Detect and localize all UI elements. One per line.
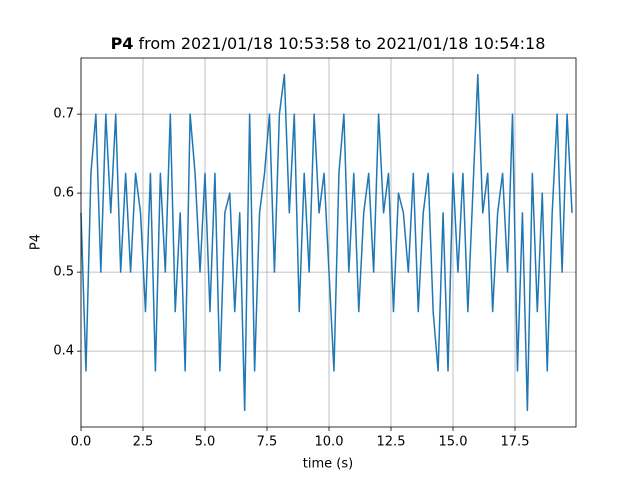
x-tick-label: 5.0 [195, 435, 216, 450]
x-tick-label: 2.5 [133, 435, 154, 450]
title-text: from 2021/01/18 10:53:58 to 2021/01/18 1… [139, 34, 546, 53]
x-tick-label: 10.0 [315, 435, 344, 450]
y-axis-label: P4 [29, 234, 44, 250]
x-tick-label: 12.5 [377, 435, 406, 450]
plot-frame [80, 57, 577, 428]
y-tick-label: 0.7 [53, 107, 74, 122]
x-axis-label: time (s) [303, 457, 353, 472]
y-tick-label: 0.6 [53, 186, 74, 201]
chart-title: P4 from 2021/01/18 10:53:58 to 2021/01/1… [111, 34, 546, 53]
y-tick-label: 0.4 [53, 344, 74, 359]
x-tick-label: 7.5 [257, 435, 278, 450]
y-tick-label: 0.5 [53, 265, 74, 280]
title-bold: P4 [111, 34, 134, 53]
x-tick-label: 17.5 [501, 435, 530, 450]
x-tick-label: 15.0 [439, 435, 468, 450]
data-line [80, 73, 573, 412]
x-tick-label: 0.0 [71, 435, 92, 450]
